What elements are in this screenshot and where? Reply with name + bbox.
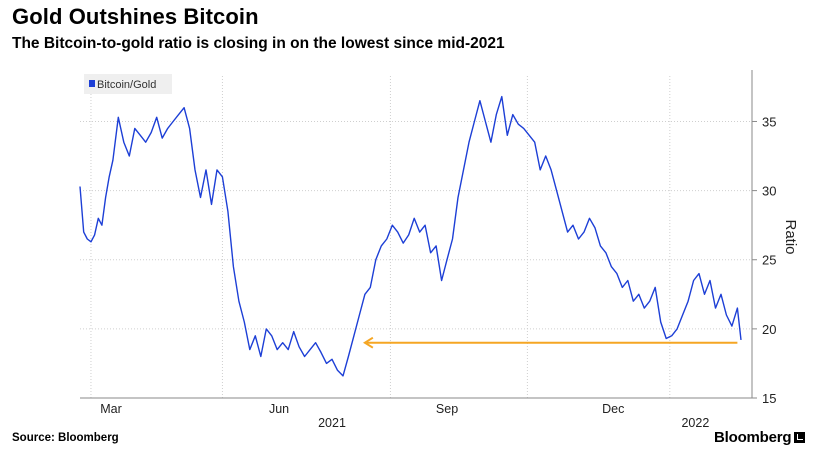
- chart-title: Gold Outshines Bitcoin: [12, 4, 259, 29]
- x-year-label-2022: 2022: [681, 416, 709, 430]
- annotation-arrowhead: [362, 336, 374, 349]
- y-tick-label-15: 15: [762, 391, 776, 406]
- brand-name: Bloomberg: [714, 429, 792, 446]
- y-axis-label: Ratio: [782, 219, 799, 254]
- x-tick-label-mar: Mar: [100, 402, 122, 416]
- x-tick-label-sep: Sep: [436, 402, 458, 416]
- y-tick-label-30: 30: [762, 184, 776, 199]
- x-year-label-2021: 2021: [318, 416, 346, 430]
- y-tick-label-20: 20: [762, 322, 776, 337]
- bloomberg-logo: Bloomberg: [714, 429, 806, 446]
- series-line-bitcoin-gold: [79, 95, 742, 377]
- source-note: Source: Bloomberg: [12, 432, 119, 444]
- legend-label: Bitcoin/Gold: [97, 79, 156, 91]
- y-tick-label-35: 35: [762, 114, 776, 129]
- x-tick-label-dec: Dec: [602, 402, 624, 416]
- y-tick-label-25: 25: [762, 253, 776, 268]
- legend-swatch: [89, 80, 95, 87]
- terminal-icon: [794, 432, 806, 443]
- chart-subtitle: The Bitcoin-to-gold ratio is closing in …: [12, 35, 505, 52]
- x-tick-label-jun: Jun: [269, 402, 289, 416]
- legend-box: [84, 74, 172, 94]
